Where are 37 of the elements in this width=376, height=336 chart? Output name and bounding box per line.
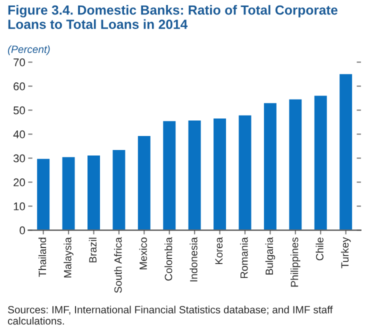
bar	[338, 72, 354, 230]
x-tick-label: Korea	[215, 237, 223, 264]
x-tick-label: Mexico	[139, 238, 147, 270]
bar	[212, 117, 228, 230]
x-tick-label: Romania	[240, 237, 248, 278]
x-tick-label: Chile	[316, 238, 324, 260]
y-tick-label: 30	[13, 154, 25, 162]
x-tick-label: Malaysia	[64, 237, 74, 278]
y-tick-label: 60	[14, 82, 25, 90]
chart-title: Figure 3.4. Domestic Banks: Ratio of Total Corporate Loans to Total Loans in 2014	[8, 5, 338, 29]
y-tick-label: 20	[14, 178, 25, 186]
x-tick-label: South Africa	[114, 237, 122, 293]
y-tick-label: 40	[13, 130, 25, 138]
x-tick-label: Bulgaria	[265, 237, 276, 274]
bar	[288, 98, 304, 230]
x-tick-label: Philippines	[290, 237, 300, 287]
y-tick-label: 0	[20, 226, 25, 234]
x-tick-label: Thailand	[38, 238, 46, 277]
y-tick-label: 10	[14, 202, 25, 210]
bar	[262, 102, 278, 230]
y-tick-label: 70	[14, 58, 25, 66]
bar	[36, 157, 51, 230]
bar	[60, 156, 76, 230]
x-tick-label: Turkey	[340, 237, 351, 268]
y-tick-label: 50	[14, 106, 25, 114]
bar	[136, 134, 152, 230]
chart-subtitle: (Percent)	[8, 45, 50, 56]
x-tick-label: Indonesia	[190, 237, 198, 282]
bar	[313, 94, 328, 230]
bar	[162, 120, 177, 230]
x-tick-label: Brazil	[88, 238, 97, 262]
bar	[86, 154, 102, 230]
source-note: Sources: IMF, International Financial Statistics database; and IMF staff calculations.	[8, 306, 333, 325]
bar	[237, 114, 253, 230]
bar	[111, 148, 127, 230]
x-tick-label: Colombia	[164, 237, 172, 281]
bar	[186, 119, 202, 230]
